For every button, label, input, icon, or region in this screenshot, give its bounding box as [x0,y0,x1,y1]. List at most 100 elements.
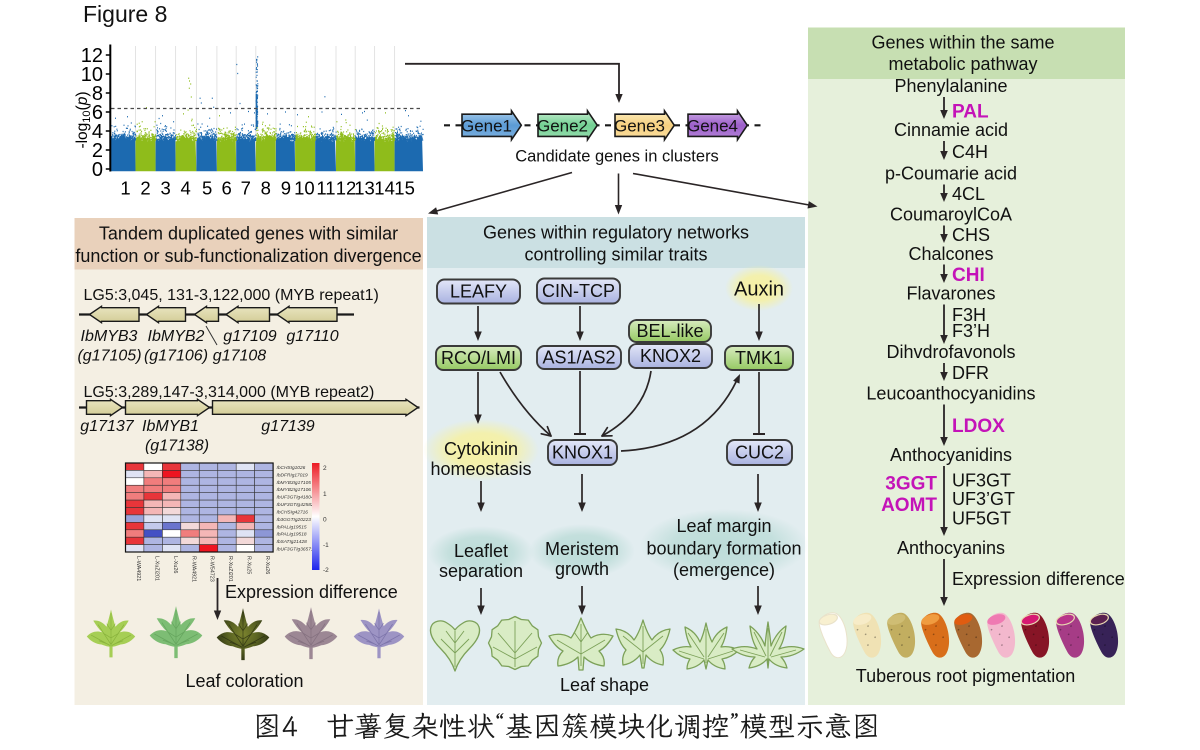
svg-text:1: 1 [120,178,130,199]
svg-text:IbCHSIg42716: IbCHSIg42716 [277,510,309,516]
svg-text:R-XuZi201: R-XuZi201 [227,556,233,582]
svg-text:L-Xu26: L-Xu26 [172,556,178,573]
svg-text:CUC2: CUC2 [735,443,784,463]
svg-text:R-Xu25: R-Xu25 [246,556,252,574]
svg-text:Phenylalanine: Phenylalanine [894,76,1007,96]
svg-text:5: 5 [202,178,212,199]
svg-text:(emergence): (emergence) [673,560,775,580]
svg-text:-1: -1 [323,542,329,549]
svg-text:Dihvdrofavonols: Dihvdrofavonols [886,342,1015,362]
svg-text:3GGT: 3GGT [885,474,937,495]
svg-text:Genes within regulatory networ: Genes within regulatory networks [483,223,749,243]
svg-text:KNOX2: KNOX2 [640,346,701,366]
svg-text:Genes within the same: Genes within the same [871,33,1054,53]
svg-text:R-WA4921: R-WA4921 [190,556,196,582]
svg-text:boundary formation: boundary formation [646,539,801,559]
svg-text:Auxin: Auxin [734,279,784,301]
svg-text:13: 13 [354,178,375,199]
svg-text:7: 7 [241,178,251,199]
svg-text:RCO/LMI: RCO/LMI [441,348,516,368]
svg-text:IbSATIg21428: IbSATIg21428 [277,539,308,545]
svg-text:(g17106): (g17106) [144,348,208,365]
svg-text:6: 6 [92,102,103,124]
svg-text:15: 15 [394,178,415,199]
svg-text:IbMYB2Ig17106: IbMYB2Ig17106 [277,487,312,493]
svg-text:Leaf margin: Leaf margin [676,516,771,536]
svg-text:-2: -2 [323,567,329,574]
svg-text:R-Xu26: R-Xu26 [264,556,270,574]
svg-text:UF3’GT: UF3’GT [952,489,1015,509]
svg-text:PAL: PAL [952,102,989,123]
svg-text:11: 11 [316,178,335,199]
svg-text:IbPALIg19518: IbPALIg19518 [277,532,307,538]
svg-text:4CL: 4CL [952,184,985,204]
svg-text:UF3GT: UF3GT [952,471,1011,491]
svg-text:homeostasis: homeostasis [430,459,531,479]
svg-text:IbPALIg19515: IbPALIg19515 [277,524,307,530]
svg-text:4: 4 [180,178,190,199]
svg-text:9: 9 [281,178,291,199]
svg-text:10: 10 [294,178,315,199]
svg-text:IbUF3GTIg36571: IbUF3GTIg36571 [277,547,314,553]
svg-text:g17137: g17137 [80,418,134,435]
svg-text:g17110: g17110 [286,328,338,345]
svg-text:R-W54723: R-W54723 [209,556,215,582]
svg-text:2: 2 [140,178,150,199]
svg-text:UF5GT: UF5GT [952,509,1011,529]
svg-text:growth: growth [555,559,609,579]
svg-text:-log10(p): -log10(p) [74,91,93,148]
svg-text:IbMYB3: IbMYB3 [81,328,138,345]
svg-text:Meristem: Meristem [545,539,619,559]
svg-text:3: 3 [160,178,170,199]
svg-text:CoumaroylCoA: CoumaroylCoA [890,205,1012,225]
svg-text:BEL-like: BEL-like [636,321,703,341]
svg-text:14: 14 [374,178,395,199]
svg-text:Anthocyanins: Anthocyanins [897,538,1005,558]
svg-text:10: 10 [81,64,103,86]
svg-text:CIN-TCP: CIN-TCP [542,281,615,301]
svg-text:8: 8 [261,178,271,199]
svg-text:CHS: CHS [952,225,990,245]
svg-text:1: 1 [323,491,327,498]
svg-text:Tuberous root pigmentation: Tuberous root pigmentation [856,666,1075,686]
svg-text:controlling similar traits: controlling similar traits [524,245,707,265]
svg-text:Flavarones: Flavarones [906,284,995,304]
svg-text:12: 12 [336,178,357,199]
svg-text:L-WA4921: L-WA4921 [135,556,141,581]
svg-text:g17139: g17139 [261,418,314,435]
svg-text:AOMT: AOMT [881,495,937,516]
svg-text:Tandem duplicated genes with s: Tandem duplicated genes with similar [99,224,398,244]
svg-text:p-Coumarie acid: p-Coumarie acid [885,164,1017,184]
svg-text:F3H: F3H [952,305,986,325]
svg-text:AS1/AS2: AS1/AS2 [542,348,615,368]
svg-text:IbUF3GTIg42582: IbUF3GTIg42582 [277,502,314,508]
svg-text:Gene1: Gene1 [461,117,512,136]
svg-text:CHI: CHI [952,265,985,286]
svg-text:L-XuZi201: L-XuZi201 [153,556,159,581]
svg-text:Leaf shape: Leaf shape [560,675,649,695]
svg-text:Gene3: Gene3 [614,117,665,136]
svg-text:function or sub-functionalizat: function or sub-functionalization diverg… [75,246,421,266]
svg-text:Expression difference: Expression difference [225,582,398,602]
svg-text:Cytokinin: Cytokinin [444,439,518,459]
svg-text:IbDFRIg17019: IbDFRIg17019 [277,472,309,478]
svg-text:LG5:3,045, 131-3,122,000 (MYB: LG5:3,045, 131-3,122,000 (MYB repeat1) [84,287,379,304]
svg-text:LDOX: LDOX [952,416,1005,437]
svg-text:IbMYB2: IbMYB2 [148,328,205,345]
svg-text:(g17105): (g17105) [77,348,141,365]
svg-text:Leaflet: Leaflet [454,541,508,561]
svg-text:IbUF3GTIg41804: IbUF3GTIg41804 [277,495,314,501]
svg-text:Leucoanthocyanidins: Leucoanthocyanidins [866,384,1035,404]
svg-text:Leaf coloration: Leaf coloration [185,671,303,691]
svg-text:8: 8 [92,83,103,105]
svg-text:F3’H: F3’H [952,321,990,341]
svg-text:IbCHSIg1026: IbCHSIg1026 [277,465,306,471]
svg-text:0: 0 [323,517,327,524]
svg-text:C4H: C4H [952,142,988,162]
svg-text:LEAFY: LEAFY [450,282,507,302]
svg-text:4: 4 [92,121,103,143]
svg-text:separation: separation [439,561,523,581]
svg-text:12: 12 [81,45,103,67]
svg-text:2: 2 [92,140,103,162]
svg-text:2: 2 [323,465,327,472]
